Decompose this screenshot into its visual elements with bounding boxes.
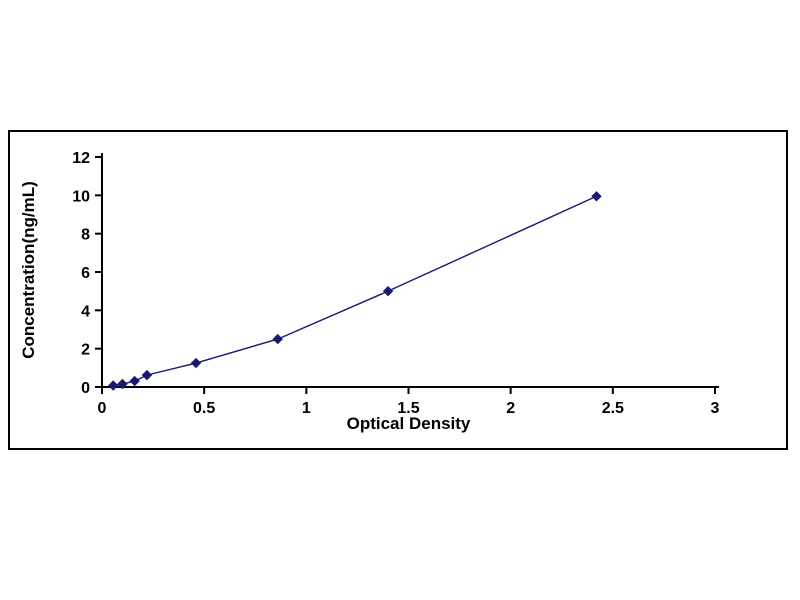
svg-text:4: 4 <box>81 303 90 320</box>
svg-text:8: 8 <box>81 227 90 244</box>
y-axis-label: Concentration(ng/mL) <box>19 181 38 359</box>
svg-text:12: 12 <box>72 150 90 167</box>
svg-text:0.5: 0.5 <box>193 400 215 417</box>
svg-text:2: 2 <box>506 400 515 417</box>
chart-frame: 0 0.5 1 1.5 2 2.5 3 0 2 4 6 8 10 12 Concentration(ng/… <box>8 130 788 450</box>
svg-text:2.5: 2.5 <box>602 400 624 417</box>
svg-text:10: 10 <box>72 188 90 205</box>
svg-text:2: 2 <box>81 342 90 359</box>
svg-text:1: 1 <box>302 400 311 417</box>
svg-text:0: 0 <box>98 400 107 417</box>
svg-text:0: 0 <box>81 380 90 397</box>
svg-text:1.5: 1.5 <box>397 400 419 417</box>
x-axis-label: Optical Density <box>346 414 471 433</box>
svg-text:6: 6 <box>81 265 90 282</box>
svg-text:3: 3 <box>711 400 720 417</box>
standard-curve-chart: 0 0.5 1 1.5 2 2.5 3 0 2 4 6 8 10 12 <box>72 150 720 417</box>
